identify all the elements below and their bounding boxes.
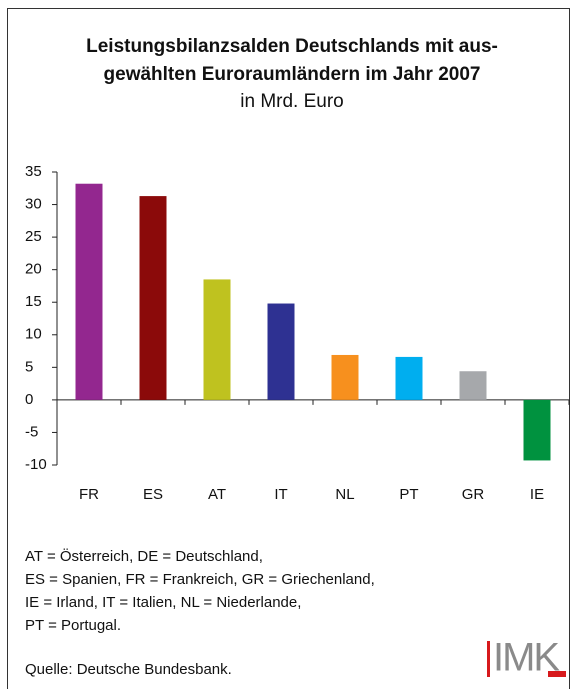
y-tick-label: 0 [25,391,33,408]
y-tick-label: 35 [25,163,42,180]
logo-bar [487,641,490,677]
bar [75,183,103,400]
bar [459,371,487,400]
x-tick-label: FR [79,486,99,503]
y-tick-label: -5 [25,423,38,440]
bar [203,279,231,400]
bar [267,303,295,400]
x-tick-label: IE [530,486,544,503]
note: IE = Irland, IT = Italien, NL = Niederla… [25,594,301,611]
x-tick-label: AT [208,486,226,503]
x-tick-label: ES [143,486,163,503]
y-tick-label: 25 [25,228,42,245]
note: ES = Spanien, FR = Frankreich, GR = Grie… [25,571,375,588]
note: PT = Portugal. [25,617,121,634]
note: AT = Österreich, DE = Deutschland, [25,547,263,565]
bar [395,356,423,400]
y-tick-label: 5 [25,358,33,375]
frame [7,8,570,689]
y-tick-label: 20 [25,261,42,278]
logo-dot [548,671,566,677]
chart-subtitle: in Mrd. Euro [240,91,343,112]
bar [139,196,167,400]
y-tick-label: 30 [25,196,42,213]
y-tick-label: 10 [25,326,42,343]
logo: IMK [493,636,560,680]
bar [331,354,359,400]
chart-title: gewählten Euroraumländern im Jahr 2007 [104,64,481,85]
x-tick-label: IT [274,486,287,503]
chart-title: Leistungsbilanzsalden Deutschlands mit a… [86,36,498,57]
x-tick-label: GR [462,486,485,503]
x-tick-label: PT [399,486,418,503]
source: Quelle: Deutsche Bundesbank. [25,661,232,678]
bar [523,399,551,461]
y-tick-label: -10 [25,456,47,473]
x-tick-label: NL [335,486,354,503]
y-tick-label: 15 [25,293,42,310]
